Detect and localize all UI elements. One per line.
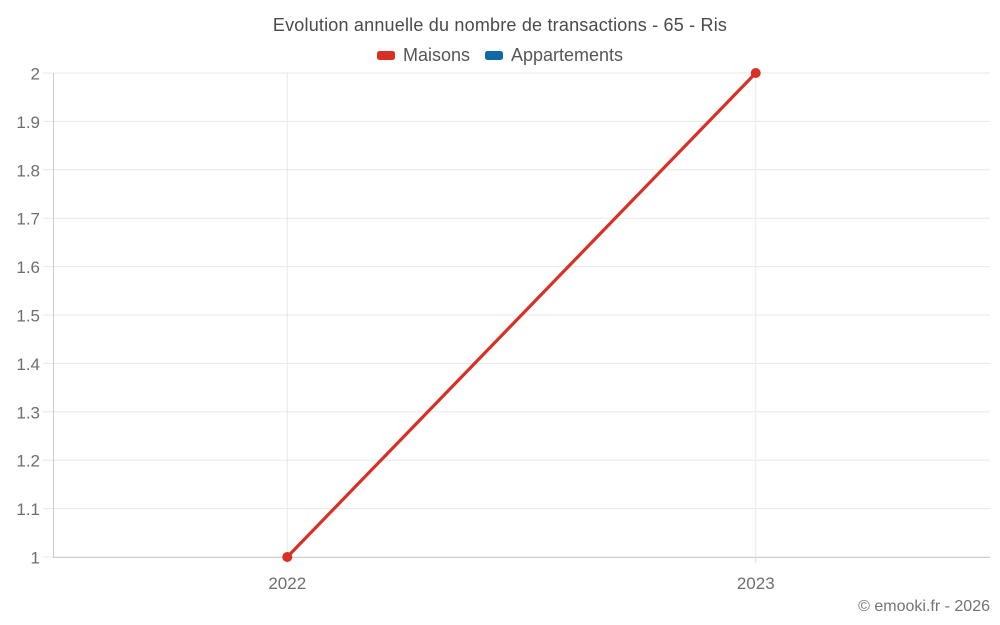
y-tick-label: 1: [31, 549, 40, 568]
gridlines: [43, 72, 990, 563]
legend-item-appartements[interactable]: Appartements: [484, 45, 624, 66]
series-maisons: [282, 68, 761, 562]
legend-item-maisons[interactable]: Maisons: [376, 45, 470, 66]
y-tick-label: 1.9: [16, 113, 40, 132]
watermark: © emooki.fr - 2026: [858, 598, 990, 615]
chart-legend: Maisons Appartements: [0, 45, 1000, 66]
y-tick-label: 1.1: [16, 500, 40, 519]
legend-swatch-icon: [376, 51, 395, 60]
x-tick-label: 2022: [268, 574, 306, 593]
y-tick-label: 1.7: [16, 210, 40, 229]
y-tick-label: 1.8: [16, 161, 40, 180]
legend-swatch-icon: [484, 51, 503, 60]
y-tick-label: 1.5: [16, 307, 40, 326]
y-tick-label: 1.2: [16, 452, 40, 471]
x-tick-label: 2023: [737, 574, 775, 593]
chart-title: Evolution annuelle du nombre de transact…: [272, 15, 728, 35]
legend-label: Maisons: [402, 45, 470, 65]
data-point[interactable]: [750, 68, 761, 78]
y-tick-label: 1.4: [16, 355, 40, 374]
axis-tick-labels: 1 1.1 1.2 1.3 1.4 1.5 1.6 1.7 1.8 1.9 2 2022 2023: [16, 65, 774, 594]
axes: [53, 73, 990, 558]
y-tick-label: 1.3: [16, 403, 40, 422]
data-point[interactable]: [282, 552, 293, 562]
series-line: [286, 71, 757, 559]
y-tick-label: 1.6: [16, 258, 40, 277]
legend-label: Appartements: [510, 45, 624, 65]
y-tick-label: 2: [31, 65, 40, 84]
